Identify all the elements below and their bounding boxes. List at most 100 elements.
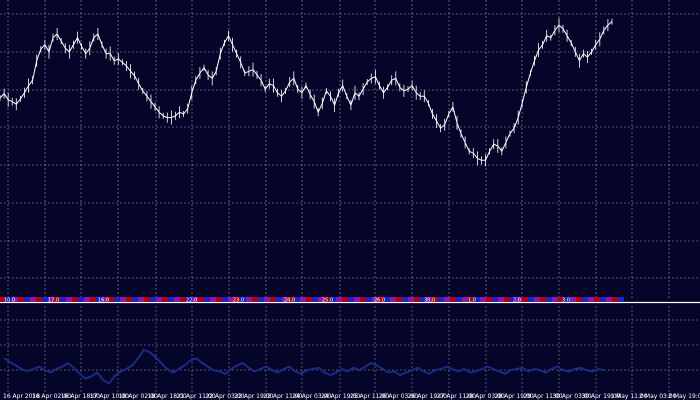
strip-segment (24, 297, 30, 302)
strip-segment (606, 297, 612, 302)
strip-segment (198, 297, 204, 302)
strip-segment (336, 297, 342, 302)
strip-segment (570, 297, 576, 302)
strip-segment (252, 297, 258, 302)
strip-segment (12, 297, 18, 302)
strip-segment (264, 297, 270, 302)
strip-segment (114, 297, 120, 302)
strip-segment (168, 297, 174, 302)
strip-segment (156, 297, 162, 302)
time-axis-label: 1 May 11:00 (610, 393, 648, 400)
strip-segment (462, 297, 468, 302)
strip-segment (78, 297, 84, 302)
strip-segment (96, 297, 102, 302)
strip-segment (552, 297, 558, 302)
strip-segment (132, 297, 138, 302)
strip-segment (210, 297, 216, 302)
strip-segment (36, 297, 42, 302)
strip-label: 2.0 (513, 298, 521, 304)
strip-label: 3.0 (562, 298, 570, 304)
strip-label: 16.0 (98, 298, 109, 304)
strip-segment (300, 297, 306, 302)
strip-label: 26.0 (374, 298, 385, 304)
strip-segment (18, 297, 24, 302)
strip-segment (84, 297, 90, 302)
strip-segment (150, 297, 156, 302)
strip-segment (120, 297, 126, 302)
strip-segment (54, 297, 60, 302)
strip-segment (342, 297, 348, 302)
strip-label: 30.0 (424, 298, 435, 304)
strip-segment (456, 297, 462, 302)
strip-segment (618, 297, 624, 302)
strip-segment (510, 297, 516, 302)
strip-segment (108, 297, 114, 302)
time-axis-label: 28 Apr 03:00 (466, 393, 505, 400)
strip-segment (306, 297, 312, 302)
time-axis-label: 18 Apr 02:00 (119, 393, 158, 400)
time-axis-label: 18 Apr 18:00 (148, 393, 187, 400)
time-axis-label: 29 Apr 11:00 (524, 393, 563, 400)
strip-segment (216, 297, 222, 302)
strip-segment (504, 297, 510, 302)
time-axis-label: 24 Apr 03:00 (292, 393, 331, 400)
strip-segment (516, 297, 522, 302)
strip-segment (126, 297, 132, 302)
time-axis-label: 17 Apr 10:00 (90, 393, 129, 400)
strip-segment (576, 297, 582, 302)
strip-segment (378, 297, 384, 302)
strip-segment (318, 297, 324, 302)
strip-label: 22.0 (186, 298, 197, 304)
strip-segment (612, 297, 618, 302)
strip-segment (582, 297, 588, 302)
strip-segment (0, 297, 6, 302)
strip-segment (144, 297, 150, 302)
strip-segment (366, 297, 372, 302)
time-axis-label: 26 Apr 03:00 (379, 393, 418, 400)
time-axis-label: 2 May 03:00 (639, 393, 677, 400)
strip-segment (348, 297, 354, 302)
strip-segment (66, 297, 72, 302)
strip-segment (534, 297, 540, 302)
strip-segment (600, 297, 606, 302)
strip-label: 24.0 (284, 298, 295, 304)
price-panel[interactable] (0, 18, 613, 167)
strip-segment (102, 297, 108, 302)
strip-segment (492, 297, 498, 302)
strip-segment (204, 297, 210, 302)
indicator-panel[interactable] (3, 348, 605, 385)
strip-segment (180, 297, 186, 302)
time-axis-label: 23 Apr 11:00 (263, 393, 302, 400)
strip-label: 23.0 (233, 298, 244, 304)
strip-label: 10.0 (4, 298, 15, 304)
time-axis-label: 21 Apr 11:00 (177, 393, 216, 400)
strip-segment (276, 297, 282, 302)
strip-segment (594, 297, 600, 302)
strip-segment (30, 297, 36, 302)
strip-segment (294, 297, 300, 302)
time-axis-label: 26 Apr 19:00 (408, 393, 447, 400)
strip-segment (450, 297, 456, 302)
strip-segment (48, 297, 54, 302)
strip-segment (282, 297, 288, 302)
strip-segment (564, 297, 570, 302)
time-axis-label: 16 Apr 18:00 (61, 393, 100, 400)
time-axis-label: 22 Apr 19:00 (234, 393, 273, 400)
strip-segment (432, 297, 438, 302)
strip-segment (270, 297, 276, 302)
strip-segment (258, 297, 264, 302)
strip-segment (396, 297, 402, 302)
time-axis-label: 25 Apr 11:00 (350, 393, 389, 400)
strip-segment (354, 297, 360, 302)
strip-segment (528, 297, 534, 302)
strip-segment (186, 297, 192, 302)
strip-segment (468, 297, 474, 302)
strip-segment (408, 297, 414, 302)
strip-segment (426, 297, 432, 302)
time-axis-label: 27 Apr 11:00 (437, 393, 476, 400)
strip-segment (390, 297, 396, 302)
